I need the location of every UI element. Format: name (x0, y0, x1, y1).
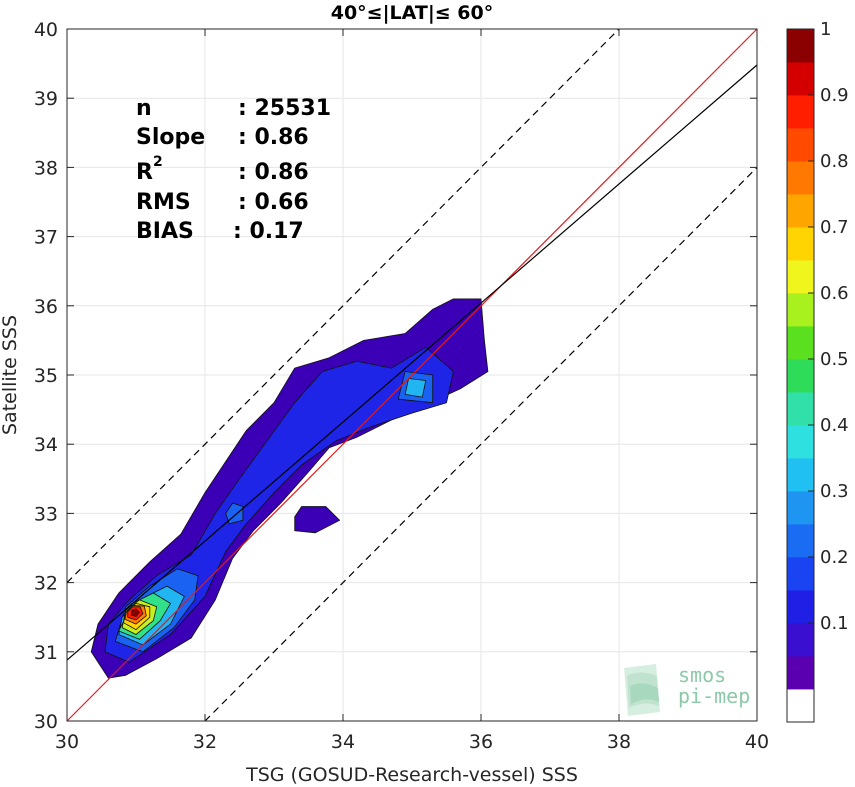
colorbar-band-11 (787, 326, 814, 360)
y-tick-label-30: 30 (34, 711, 58, 733)
colorbar-band-5 (787, 524, 814, 558)
colorbar-band-17 (787, 128, 814, 162)
colorbar-band-19 (787, 62, 814, 96)
colorbar-band-4 (787, 557, 814, 591)
logo-waves-icon (624, 664, 660, 716)
colorbar-tick-label-3: 0.4 (820, 415, 849, 436)
colorbar-band-8 (787, 425, 814, 459)
colorbar-band-14 (787, 227, 814, 261)
upper-bound-line (66, 28, 620, 584)
stat-bias-label: BIAS (136, 219, 194, 244)
stat-r2-value: : 0.86 (238, 160, 309, 185)
y-tick-label-32: 32 (34, 573, 58, 595)
stat-n-value: : 25531 (238, 96, 331, 121)
colorbar-band-1 (787, 656, 814, 690)
x-tick-label-34: 34 (331, 731, 355, 753)
density-contours (90, 298, 489, 679)
colorbar-band-18 (787, 95, 814, 129)
stat-slope-label: Slope (136, 125, 205, 150)
stat-rms-label: RMS (136, 190, 191, 215)
lower-bound-line (204, 166, 758, 722)
contour-level-0_35-1 (404, 378, 427, 398)
y-tick-label-38: 38 (34, 157, 58, 179)
y-tick-label-34: 34 (34, 434, 58, 456)
colorbar-tick-label-9: 1 (820, 19, 831, 40)
chart-title: 40°≤|LAT|≤ 60° (331, 2, 494, 24)
stat-rms-value: : 0.66 (238, 190, 309, 215)
x-tick-label-32: 32 (193, 731, 217, 753)
colorbar: 0.1 0.2 0.3 0.4 0.5 0.6 0.7 0.8 0.9 1 (786, 19, 849, 723)
x-tick-label-30: 30 (55, 731, 79, 753)
y-tick-label-35: 35 (34, 365, 58, 387)
axis-ticks: 30 32 34 36 38 40 30 31 32 33 34 35 36 37 38 39 40 (34, 19, 769, 753)
colorbar-band-0 (787, 689, 814, 723)
y-tick-label-39: 39 (34, 88, 58, 110)
colorbar-frame (786, 28, 815, 723)
y-tick-label-31: 31 (34, 642, 58, 664)
y-axis-label: Satellite SSS (0, 315, 21, 435)
x-tick-label-40: 40 (745, 731, 769, 753)
colorbar-tick-label-8: 0.9 (820, 85, 849, 106)
colorbar-band-3 (787, 590, 814, 624)
y-tick-label-37: 37 (34, 227, 58, 249)
stat-r2-sup: 2 (153, 154, 163, 170)
stat-n-label: n (136, 96, 152, 121)
y-tick-label-36: 36 (34, 296, 58, 318)
contour-level-0_25-1 (225, 502, 244, 525)
colorbar-band-7 (787, 458, 814, 492)
regression-line (66, 64, 758, 661)
colorbar-band-6 (787, 491, 814, 525)
colorbar-band-12 (787, 293, 814, 327)
colorbar-tick-label-0: 0.1 (820, 613, 849, 634)
stats-box: n : 25531 Slope : 0.86 R 2 : 0.86 RMS : … (136, 96, 331, 244)
colorbar-tick-label-6: 0.7 (820, 217, 849, 238)
colorbar-band-9 (787, 392, 814, 426)
colorbar-tick-label-5: 0.6 (820, 283, 849, 304)
stat-slope-value: : 0.86 (238, 125, 309, 150)
x-tick-label-38: 38 (607, 731, 631, 753)
stat-bias-value: : 0.17 (233, 219, 304, 244)
logo-line1: smos (678, 663, 726, 687)
colorbar-tick-label-4: 0.5 (820, 349, 849, 370)
one-to-one-line (66, 28, 758, 722)
y-tick-label-33: 33 (34, 503, 58, 525)
smos-pimep-logo: smos pi-mep (624, 663, 750, 716)
colorbar-band-15 (787, 194, 814, 228)
x-tick-label-36: 36 (469, 731, 493, 753)
colorbar-band-13 (787, 260, 814, 294)
colorbar-tick-label-1: 0.2 (820, 547, 849, 568)
colorbar-band-20 (787, 29, 814, 63)
stat-r2-label: R (136, 160, 153, 185)
colorbar-tick-label-7: 0.8 (820, 151, 849, 172)
contour-level-0_05-1 (294, 506, 340, 534)
logo-line2: pi-mep (678, 684, 750, 708)
colorbar-tick-label-2: 0.3 (820, 481, 849, 502)
colorbar-band-2 (787, 623, 814, 657)
reference-lines (66, 28, 758, 722)
colorbar-band-10 (787, 359, 814, 393)
contour-level-0_95-0 (130, 608, 140, 617)
y-tick-label-40: 40 (34, 19, 58, 41)
colorbar-band-16 (787, 161, 814, 195)
x-axis-label: TSG (GOSUD-Research-vessel) SSS (245, 764, 578, 786)
